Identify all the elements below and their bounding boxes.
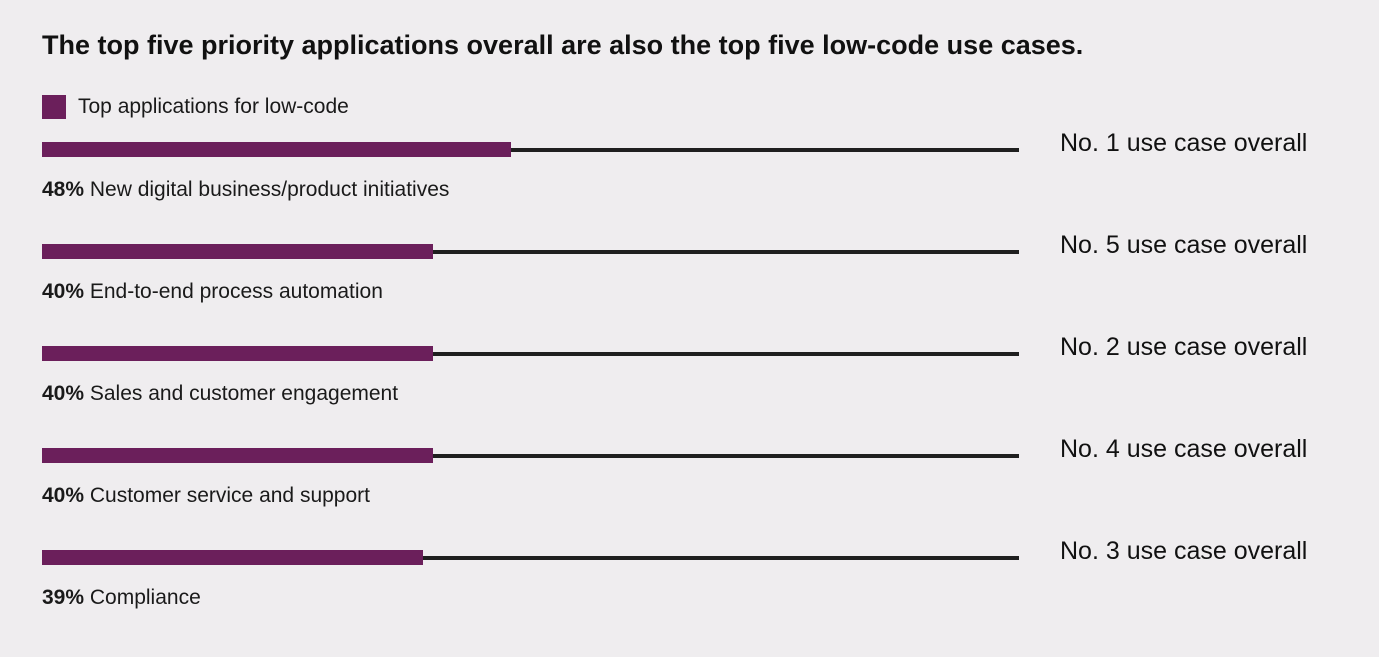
category-label: 48% New digital business/product initiat… xyxy=(42,178,449,202)
tick-label: New digital business/product initiatives xyxy=(84,178,450,201)
rank-label: No. 5 use case overall xyxy=(1060,231,1308,259)
rank-label: No. 1 use case overall xyxy=(1060,129,1308,157)
bar-track xyxy=(42,148,1019,152)
data-label: 39% xyxy=(42,586,85,609)
bar-track xyxy=(42,556,1019,560)
chart-title: The top five priority applications overa… xyxy=(42,30,1084,60)
chart-legend: Top applications for low-code xyxy=(42,95,349,119)
data-label: 40% xyxy=(42,280,85,303)
bar xyxy=(42,142,511,157)
tick-label: Compliance xyxy=(84,586,201,609)
tick-label: Sales and customer engagement xyxy=(84,382,399,405)
bar-track xyxy=(42,454,1019,458)
rank-label: No. 2 use case overall xyxy=(1060,333,1308,361)
bar xyxy=(42,550,424,565)
data-label: 40% xyxy=(42,382,85,405)
tick-label: Customer service and support xyxy=(84,484,370,507)
chart-row: No. 1 use case overall 48% New digital bu… xyxy=(0,129,1379,222)
chart-row: No. 5 use case overall 40% End-to-end pro… xyxy=(0,231,1379,324)
category-label: 40% Customer service and support xyxy=(42,484,370,508)
bar-track xyxy=(42,250,1019,254)
data-label: 40% xyxy=(42,484,85,507)
chart-row: No. 3 use case overall 39% Compliance xyxy=(0,537,1379,630)
bar xyxy=(42,244,433,259)
legend-label: Top applications for low-code xyxy=(78,95,349,118)
rank-label: No. 4 use case overall xyxy=(1060,435,1308,463)
chart-row: No. 2 use case overall 40% Sales and cust… xyxy=(0,333,1379,426)
tick-label: End-to-end process automation xyxy=(84,280,383,303)
category-label: 40% End-to-end process automation xyxy=(42,280,383,304)
rank-label: No. 3 use case overall xyxy=(1060,537,1308,565)
bar-track xyxy=(42,352,1019,356)
bar xyxy=(42,346,433,361)
data-label: 48% xyxy=(42,178,85,201)
category-label: 39% Compliance xyxy=(42,586,201,610)
chart-row: No. 4 use case overall 40% Customer servi… xyxy=(0,435,1379,528)
category-label: 40% Sales and customer engagement xyxy=(42,382,398,406)
legend-swatch xyxy=(42,95,66,119)
bar xyxy=(42,448,433,463)
